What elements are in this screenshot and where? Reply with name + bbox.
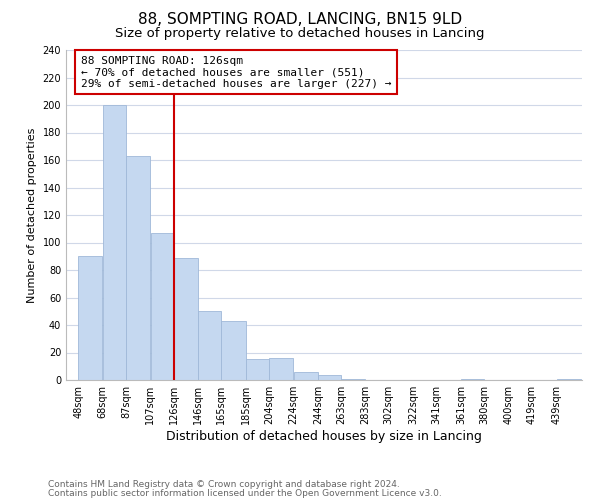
- Text: Contains public sector information licensed under the Open Government Licence v3: Contains public sector information licen…: [48, 488, 442, 498]
- X-axis label: Distribution of detached houses by size in Lancing: Distribution of detached houses by size …: [166, 430, 482, 443]
- Bar: [79, 256, 103, 380]
- Bar: [174, 258, 198, 380]
- Bar: [269, 358, 293, 380]
- Bar: [341, 378, 365, 380]
- Bar: [246, 360, 269, 380]
- Bar: [151, 233, 173, 380]
- Text: Size of property relative to detached houses in Lancing: Size of property relative to detached ho…: [115, 28, 485, 40]
- Bar: [126, 156, 150, 380]
- Text: Contains HM Land Registry data © Crown copyright and database right 2024.: Contains HM Land Registry data © Crown c…: [48, 480, 400, 489]
- Bar: [103, 105, 126, 380]
- Bar: [461, 378, 484, 380]
- Bar: [293, 372, 318, 380]
- Bar: [221, 321, 245, 380]
- Bar: [318, 374, 341, 380]
- Text: 88 SOMPTING ROAD: 126sqm
← 70% of detached houses are smaller (551)
29% of semi-: 88 SOMPTING ROAD: 126sqm ← 70% of detach…: [80, 56, 391, 88]
- Text: 88, SOMPTING ROAD, LANCING, BN15 9LD: 88, SOMPTING ROAD, LANCING, BN15 9LD: [138, 12, 462, 28]
- Y-axis label: Number of detached properties: Number of detached properties: [27, 128, 37, 302]
- Bar: [198, 311, 221, 380]
- Bar: [557, 378, 581, 380]
